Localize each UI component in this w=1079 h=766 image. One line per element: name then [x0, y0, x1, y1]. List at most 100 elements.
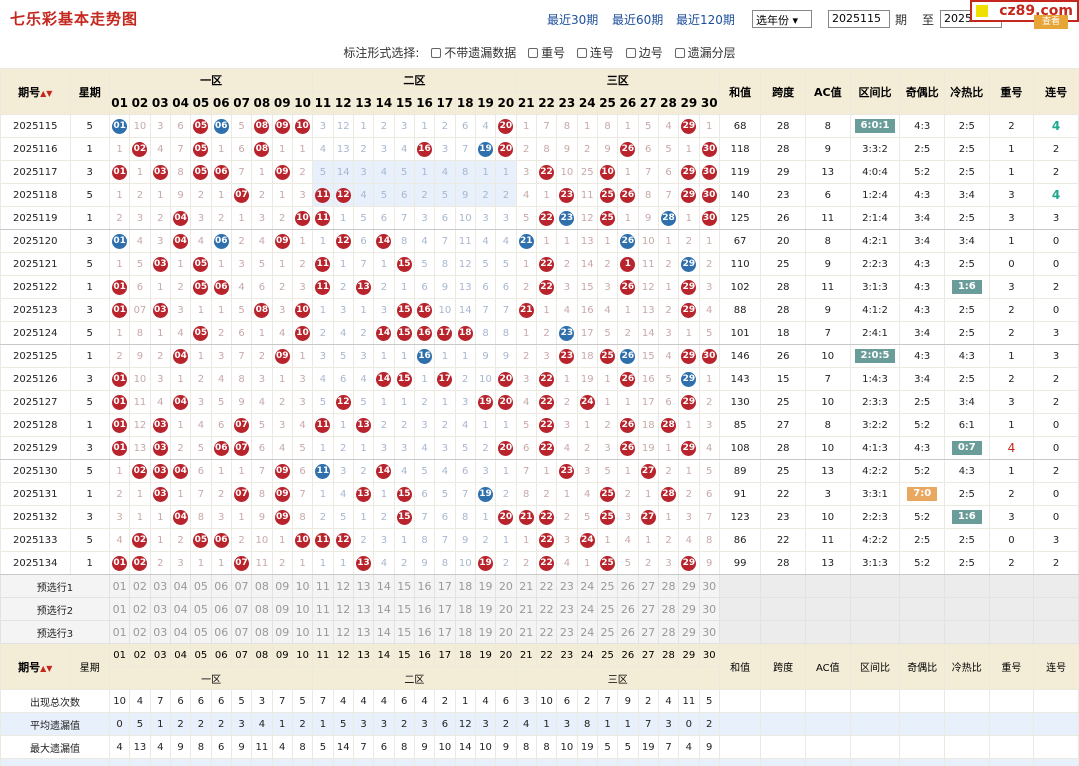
preselect-number[interactable]: 20: [495, 597, 517, 621]
checkbox-icon[interactable]: [576, 48, 587, 58]
preselect-number[interactable]: 15: [393, 597, 415, 621]
preselect-number[interactable]: 09: [271, 620, 293, 644]
preselect-number[interactable]: 28: [657, 574, 680, 598]
preselect-number[interactable]: 20: [495, 620, 517, 644]
preselect-number[interactable]: 09: [271, 597, 293, 621]
preselect-number[interactable]: 26: [617, 620, 639, 644]
query-button[interactable]: 查看: [1034, 15, 1068, 29]
preselect-number[interactable]: 02: [129, 620, 151, 644]
preselect-number[interactable]: 19: [474, 620, 497, 644]
preselect-number[interactable]: 12: [332, 574, 354, 598]
preselect-number[interactable]: 08: [251, 574, 273, 598]
option-edge[interactable]: 边号: [625, 46, 663, 60]
preselect-number[interactable]: 04: [169, 597, 192, 621]
preselect-number[interactable]: 23: [556, 597, 578, 621]
preselect-number[interactable]: 18: [454, 574, 476, 598]
option-repeat[interactable]: 重号: [528, 46, 565, 60]
preselect-number[interactable]: 11: [312, 574, 334, 598]
preselect-row[interactable]: 预选行3 01 02 03 04 05 06 07 08 09 10 11 12 13 14 15 16 17 18…: [0, 620, 1079, 644]
preselect-number[interactable]: 05: [190, 597, 212, 621]
footer-period-header[interactable]: 期号▲▼: [0, 643, 71, 690]
preselect-number[interactable]: 07: [230, 597, 253, 621]
checkbox-icon[interactable]: [674, 48, 685, 58]
preselect-number[interactable]: 29: [678, 620, 700, 644]
preselect-number[interactable]: 26: [617, 574, 639, 598]
preselect-number[interactable]: 28: [657, 597, 680, 621]
preselect-number[interactable]: 01: [108, 620, 131, 644]
checkbox-icon[interactable]: [528, 48, 539, 58]
preselect-number[interactable]: 29: [678, 574, 700, 598]
preselect-number[interactable]: 18: [454, 597, 476, 621]
option-consecutive[interactable]: 连号: [576, 46, 614, 60]
recent-60-link[interactable]: 最近60期: [612, 13, 664, 27]
preselect-number[interactable]: 03: [149, 574, 171, 598]
preselect-number[interactable]: 09: [271, 574, 293, 598]
preselect-number[interactable]: 15: [393, 620, 415, 644]
preselect-number[interactable]: 16: [413, 574, 436, 598]
preselect-number[interactable]: 30: [698, 597, 720, 621]
preselect-number[interactable]: 14: [373, 574, 395, 598]
preselect-number[interactable]: 13: [352, 620, 375, 644]
preselect-number[interactable]: 12: [332, 620, 354, 644]
preselect-number[interactable]: 15: [393, 574, 415, 598]
preselect-number[interactable]: 02: [129, 574, 151, 598]
preselect-number[interactable]: 04: [169, 620, 192, 644]
period-header[interactable]: 期号▲▼: [0, 68, 71, 115]
preselect-number[interactable]: 20: [495, 574, 517, 598]
preselect-number[interactable]: 24: [576, 620, 598, 644]
preselect-number[interactable]: 03: [149, 597, 171, 621]
recent-30-link[interactable]: 最近30期: [547, 13, 599, 27]
preselect-number[interactable]: 13: [352, 574, 375, 598]
preselect-number[interactable]: 21: [515, 574, 537, 598]
preselect-number[interactable]: 11: [312, 597, 334, 621]
preselect-number[interactable]: 30: [698, 574, 720, 598]
preselect-number[interactable]: 05: [190, 574, 212, 598]
preselect-number[interactable]: 23: [556, 574, 578, 598]
preselect-number[interactable]: 03: [149, 620, 171, 644]
preselect-row[interactable]: 预选行2 01 02 03 04 05 06 07 08 09 10 11 12 13 14 15 16 17 18…: [0, 597, 1079, 621]
year-select[interactable]: 选年份 ▾: [752, 10, 812, 28]
preselect-number[interactable]: 27: [637, 597, 659, 621]
checkbox-icon[interactable]: [625, 48, 636, 58]
preselect-row[interactable]: 预选行1 01 02 03 04 05 06 07 08 09 10 11 12 13 14 15 16 17 18…: [0, 574, 1079, 598]
preselect-number[interactable]: 24: [576, 574, 598, 598]
preselect-number[interactable]: 19: [474, 574, 497, 598]
preselect-number[interactable]: 29: [678, 597, 700, 621]
preselect-number[interactable]: 07: [230, 574, 253, 598]
preselect-number[interactable]: 18: [454, 620, 476, 644]
preselect-number[interactable]: 10: [291, 597, 314, 621]
preselect-number[interactable]: 26: [617, 597, 639, 621]
preselect-number[interactable]: 11: [312, 620, 334, 644]
preselect-number[interactable]: 01: [108, 597, 131, 621]
preselect-number[interactable]: 17: [434, 597, 456, 621]
preselect-number[interactable]: 30: [698, 620, 720, 644]
preselect-number[interactable]: 01: [108, 574, 131, 598]
preselect-number[interactable]: 27: [637, 574, 659, 598]
preselect-number[interactable]: 08: [251, 620, 273, 644]
preselect-number[interactable]: 17: [434, 574, 456, 598]
preselect-number[interactable]: 16: [413, 597, 436, 621]
preselect-number[interactable]: 16: [413, 620, 436, 644]
preselect-number[interactable]: 13: [352, 597, 375, 621]
checkbox-icon[interactable]: [431, 48, 442, 58]
preselect-number[interactable]: 12: [332, 597, 354, 621]
preselect-number[interactable]: 19: [474, 597, 497, 621]
preselect-number[interactable]: 17: [434, 620, 456, 644]
option-omit-layer[interactable]: 遗漏分层: [674, 46, 736, 60]
preselect-number[interactable]: 23: [556, 620, 578, 644]
preselect-number[interactable]: 25: [596, 620, 619, 644]
preselect-number[interactable]: 04: [169, 574, 192, 598]
preselect-number[interactable]: 21: [515, 597, 537, 621]
recent-120-link[interactable]: 最近120期: [676, 13, 735, 27]
preselect-number[interactable]: 22: [535, 620, 558, 644]
preselect-number[interactable]: 06: [210, 574, 232, 598]
preselect-number[interactable]: 14: [373, 620, 395, 644]
preselect-number[interactable]: 07: [230, 620, 253, 644]
preselect-number[interactable]: 10: [291, 574, 314, 598]
preselect-number[interactable]: 24: [576, 597, 598, 621]
preselect-number[interactable]: 25: [596, 574, 619, 598]
option-no-omit[interactable]: 不带遗漏数据: [431, 46, 516, 60]
preselect-number[interactable]: 28: [657, 620, 680, 644]
preselect-number[interactable]: 06: [210, 597, 232, 621]
preselect-number[interactable]: 06: [210, 620, 232, 644]
